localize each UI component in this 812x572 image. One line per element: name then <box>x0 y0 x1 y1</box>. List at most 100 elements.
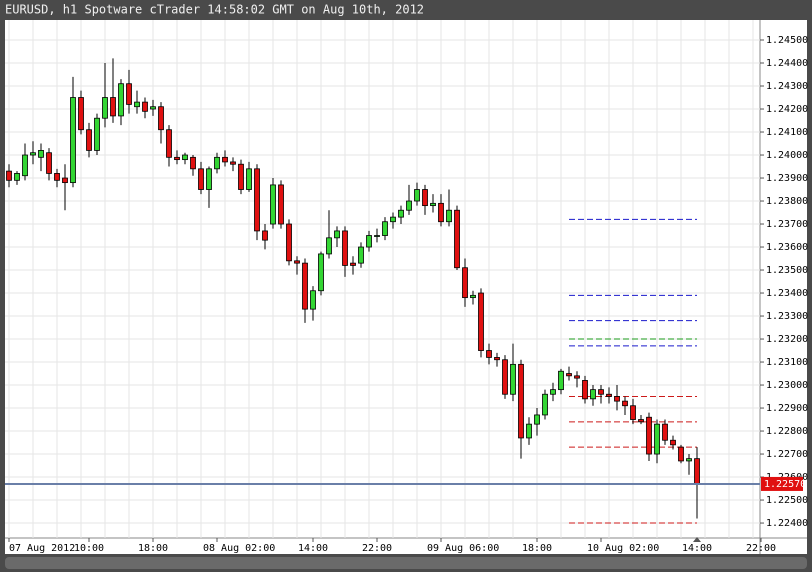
x-tick-label: 10:00 <box>74 543 104 554</box>
candle-body <box>278 184 284 225</box>
candle-body <box>622 400 628 407</box>
candle-body <box>502 359 508 395</box>
candle-body <box>606 393 612 397</box>
x-tick-label: 14:00 <box>298 543 328 554</box>
y-tick-label: 1.23100 <box>766 357 808 368</box>
current-price-label: 1.22570 <box>764 479 806 490</box>
candle-body <box>646 416 652 455</box>
candle-body <box>670 439 676 446</box>
y-tick-label: 1.23800 <box>766 196 808 207</box>
candle-body <box>350 262 356 266</box>
candle-body <box>126 83 132 105</box>
candle-body <box>454 209 460 269</box>
candle-body <box>62 177 68 184</box>
candle-body <box>374 235 380 237</box>
y-tick-label: 1.23400 <box>766 288 808 299</box>
candle-body <box>166 129 172 158</box>
candle-body <box>14 173 20 181</box>
y-tick-label: 1.24400 <box>766 58 808 69</box>
scrollbar[interactable] <box>5 557 807 569</box>
candle-body <box>270 184 276 225</box>
candle-body <box>558 370 564 391</box>
candle-body <box>598 389 604 395</box>
candle-body <box>174 156 180 161</box>
candle-body <box>102 97 108 119</box>
candle-body <box>198 168 204 190</box>
candle-body <box>22 154 28 177</box>
candle-body <box>358 246 364 264</box>
y-tick-label: 1.23300 <box>766 311 808 322</box>
candle-body <box>526 423 532 439</box>
candle-body <box>694 458 700 485</box>
x-tick-label: 14:00 <box>682 543 712 554</box>
candle-body <box>382 221 388 236</box>
y-tick-label: 1.23000 <box>766 380 808 391</box>
candle-body <box>230 161 236 165</box>
candle-body <box>134 101 140 108</box>
candle-body <box>582 380 588 400</box>
candle-body <box>662 423 668 441</box>
y-tick-label: 1.23900 <box>766 173 808 184</box>
y-tick-label: 1.24000 <box>766 150 808 161</box>
y-tick-label: 1.22800 <box>766 426 808 437</box>
candle-body <box>574 375 580 379</box>
candle-body <box>182 154 188 161</box>
candle-body <box>342 230 348 266</box>
y-tick-label: 1.23200 <box>766 334 808 345</box>
candle-body <box>142 101 148 112</box>
candle-body <box>398 209 404 218</box>
candle-body <box>310 290 316 310</box>
candle-body <box>422 189 428 207</box>
candle-body <box>254 168 260 232</box>
y-tick-label: 1.23500 <box>766 265 808 276</box>
candle-body <box>110 97 116 117</box>
candle-body <box>222 156 228 163</box>
x-tick-label: 08 Aug 02:00 <box>203 543 275 554</box>
candle-body <box>430 202 436 207</box>
candle-body <box>54 173 60 181</box>
candle-body <box>78 97 84 131</box>
candle-body <box>686 458 692 462</box>
candle-body <box>510 363 516 395</box>
y-tick-label: 1.24300 <box>766 81 808 92</box>
candle-body <box>390 216 396 223</box>
candle-body <box>630 405 636 420</box>
candle-body <box>318 253 324 292</box>
candle-body <box>438 202 444 223</box>
candle-body <box>462 267 468 299</box>
x-tick-label: 07 Aug 2012 <box>9 543 75 554</box>
candle-body <box>446 209 452 223</box>
candle-body <box>542 393 548 416</box>
y-tick-label: 1.23700 <box>766 219 808 230</box>
candle-body <box>494 357 500 361</box>
candle-body <box>118 83 124 117</box>
candle-body <box>150 106 156 110</box>
candle-body <box>614 396 620 402</box>
y-tick-label: 1.22400 <box>766 518 808 529</box>
candle-body <box>246 168 252 190</box>
y-tick-label: 1.23600 <box>766 242 808 253</box>
candle-body <box>518 363 524 439</box>
candle-body <box>190 156 196 170</box>
x-tick-label: 22:00 <box>746 543 776 554</box>
plot-background <box>5 20 807 554</box>
candle-body <box>238 163 244 190</box>
y-tick-label: 1.24200 <box>766 104 808 115</box>
candle-body <box>30 152 36 156</box>
candle-body <box>302 262 308 310</box>
y-tick-label: 1.22500 <box>766 495 808 506</box>
candle-body <box>470 294 476 299</box>
candle-body <box>38 150 44 158</box>
x-tick-label: 10 Aug 02:00 <box>587 543 659 554</box>
candle-body <box>406 200 412 211</box>
x-tick-label: 22:00 <box>362 543 392 554</box>
candle-body <box>286 223 292 262</box>
y-tick-label: 1.24100 <box>766 127 808 138</box>
x-tick-label: 18:00 <box>138 543 168 554</box>
candle-body <box>366 235 372 248</box>
candle-body <box>534 414 540 425</box>
y-tick-label: 1.22900 <box>766 403 808 414</box>
candle-body <box>70 97 76 184</box>
chart-title: EURUSD, h1 Spotware cTrader 14:58:02 GMT… <box>5 3 424 17</box>
